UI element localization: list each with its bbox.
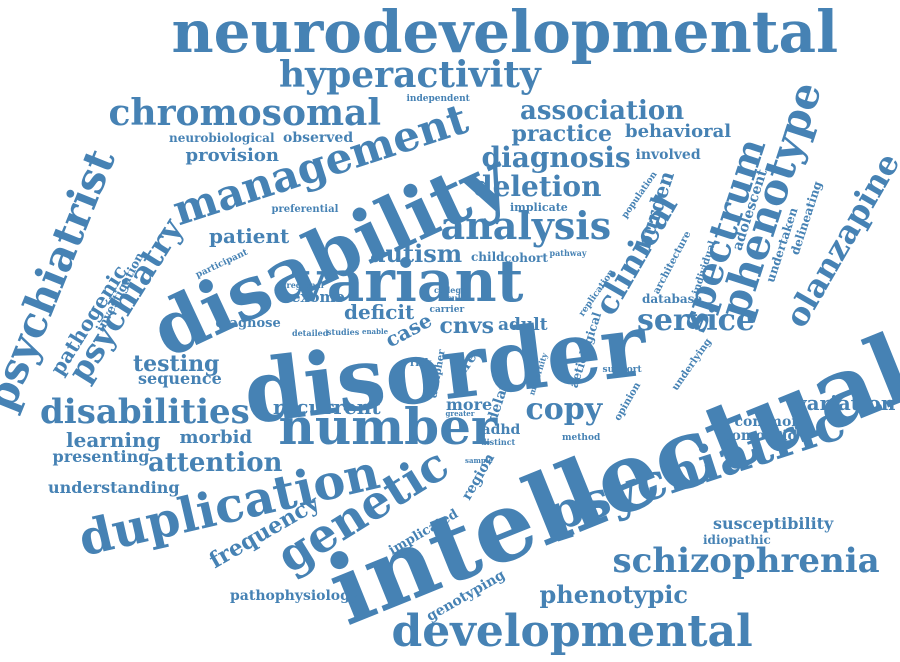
word-autism: autism (370, 239, 463, 268)
word-practice: practice (511, 121, 613, 147)
word-child: child (471, 250, 505, 264)
word-variant: variant (293, 247, 524, 315)
word-susceptibility: susceptibility (713, 514, 834, 533)
word-common: common (734, 414, 802, 430)
word-regional: regional (286, 280, 324, 290)
word-risk: risk (410, 358, 432, 369)
word-preferential: preferential (271, 204, 339, 215)
word-cnvs: cnvs (439, 313, 495, 339)
word-morbid: morbid (179, 427, 253, 448)
word-result: result (438, 293, 465, 303)
word-carrier: carrier (429, 304, 465, 315)
word-involved: involved (635, 147, 701, 163)
word-adhd: adhd (481, 422, 521, 438)
word-exome: exome (291, 287, 345, 306)
word-service: service (637, 303, 755, 338)
word-developmental: developmental (391, 606, 753, 657)
word-deficit: deficit (344, 300, 415, 324)
word-attention: attention (148, 448, 283, 478)
word-idiopathic: idiopathic (703, 533, 771, 547)
word-independent: independent (406, 93, 470, 104)
word-deletion: deletion (473, 170, 602, 203)
word-provision: provision (185, 145, 279, 166)
word-more: more (446, 395, 493, 414)
word-schizophrenia: schizophrenia (612, 541, 880, 581)
word-pathway: pathway (549, 248, 587, 258)
word-support: support (602, 364, 642, 375)
word-implicate: implicate (510, 200, 568, 214)
word-database: database (642, 292, 703, 306)
word-sequence: sequence (138, 369, 222, 388)
word-copy: copy (525, 392, 603, 427)
word-greater: greater (445, 408, 475, 418)
word-hyperactivity: hyperactivity (279, 54, 541, 96)
word-behavioral: behavioral (625, 121, 732, 142)
word-method: method (562, 432, 601, 443)
word-detailed: detailed (292, 328, 329, 338)
word-neurodevelopmental: neurodevelopmental (171, 0, 839, 66)
word-cohort: cohort (504, 251, 548, 265)
word-understanding: understanding (48, 478, 180, 497)
word-diagnosis: diagnosis (481, 141, 631, 174)
word-chromosomal: chromosomal (108, 92, 382, 134)
word-distinct: distinct (481, 437, 516, 447)
word-variation: variation (795, 391, 896, 415)
word-enable: enable (362, 326, 389, 336)
word-pathophysiology: pathophysiology (230, 588, 359, 604)
word-testing: testing (133, 351, 220, 377)
word-analysis: analysis (440, 203, 612, 248)
word-association: association (520, 96, 685, 126)
word-adult: adult (498, 314, 548, 335)
word-patient: patient (209, 224, 290, 248)
word-observed: observed (283, 130, 354, 146)
word-comorbid: comorbid (723, 428, 798, 444)
word-disabilities: disabilities (40, 392, 250, 432)
word-learning: learning (66, 428, 161, 452)
word-neurobiological: neurobiological (169, 131, 275, 145)
word-studies: studies (327, 327, 360, 337)
word-phenotypic: phenotypic (539, 580, 689, 609)
word-diagnose: diagnose (215, 315, 281, 331)
word-college: college (434, 285, 467, 295)
word-number: number (278, 397, 498, 456)
word-recurrent: recurrent (273, 395, 381, 419)
word-sample: sample (465, 455, 493, 465)
word-presenting: presenting (52, 447, 150, 466)
